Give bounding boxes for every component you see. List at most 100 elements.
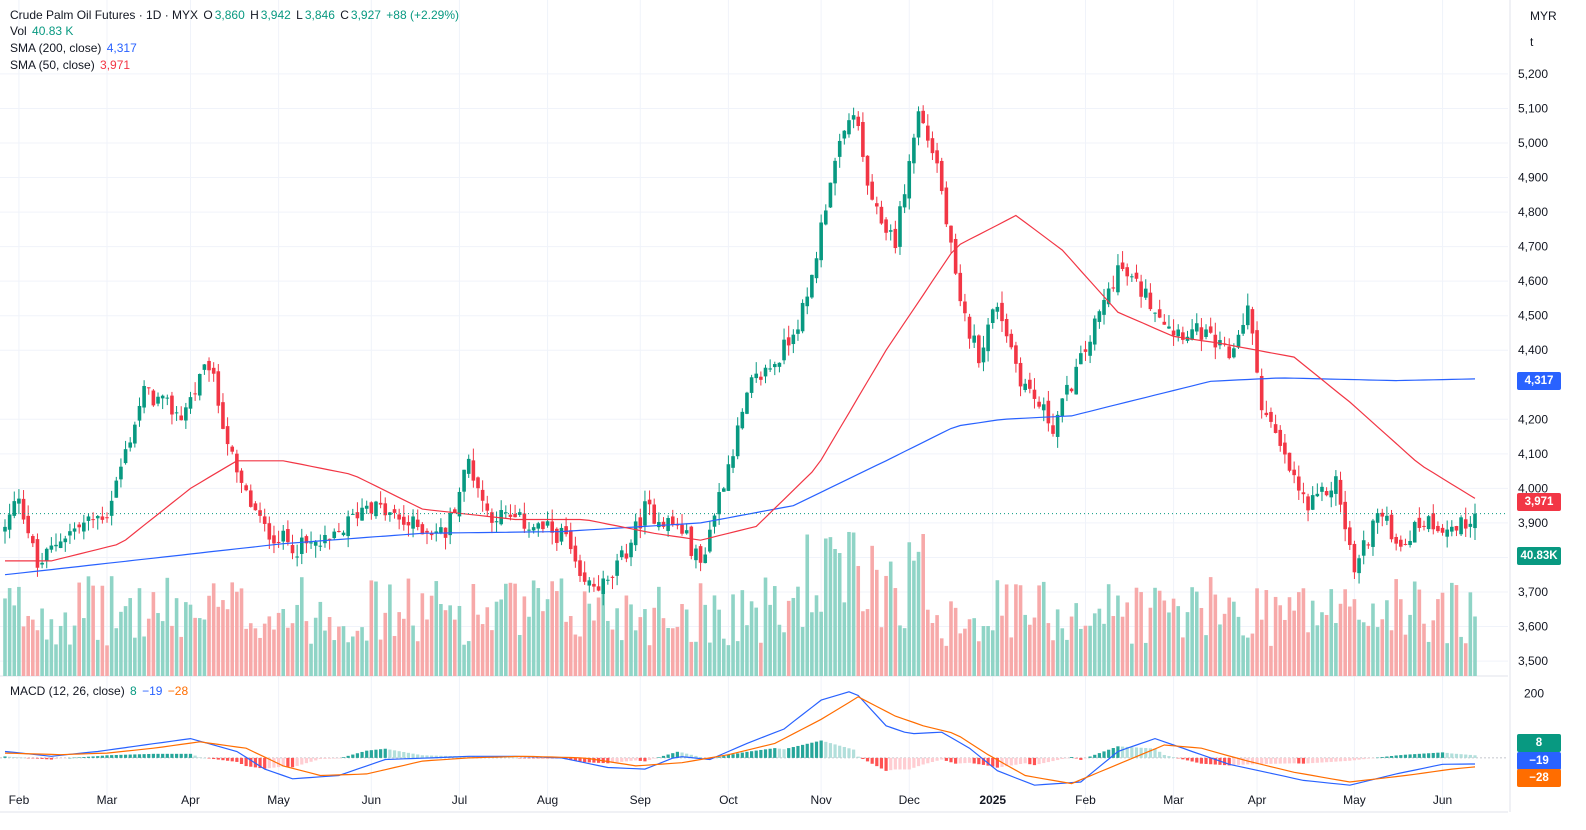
- macd-line-badge: −19: [1517, 752, 1561, 770]
- macd-histogram-bar: [689, 754, 693, 758]
- volume-bar: [165, 577, 170, 676]
- symbol-name[interactable]: Crude Palm Oil Futures · 1D · MYX: [10, 8, 199, 22]
- macd-histogram-bar: [1376, 757, 1380, 759]
- macd-histogram-bar: [323, 757, 327, 759]
- macd-legend[interactable]: MACD (12, 26, close) 8 −19 −28: [10, 683, 190, 699]
- volume-bar: [1213, 594, 1218, 676]
- candle-body: [740, 411, 745, 429]
- macd-histogram-bar: [1417, 753, 1421, 758]
- volume-bar: [202, 619, 207, 676]
- candle-body: [935, 150, 939, 164]
- volume-bar: [1408, 614, 1412, 676]
- volume-bar: [949, 601, 953, 676]
- time-tick-label: 2025: [979, 793, 1006, 807]
- macd-histogram-bar: [518, 757, 522, 759]
- volume-value: 40.83 K: [32, 24, 74, 38]
- macd-histogram-bar: [963, 757, 967, 764]
- candle-body: [1092, 318, 1097, 345]
- volume-legend[interactable]: Vol 40.83 K: [10, 23, 75, 39]
- candle-body: [476, 477, 480, 489]
- macd-histogram-bar: [1028, 757, 1032, 765]
- volume-bar: [82, 618, 86, 676]
- macd-histogram-bar: [96, 756, 100, 758]
- candle-body: [582, 572, 587, 582]
- macd-histogram-bar: [1264, 757, 1268, 764]
- volume-bar: [1111, 616, 1116, 676]
- volume-bar: [1171, 598, 1176, 676]
- candle-body: [972, 335, 976, 343]
- macd-histogram-bar: [903, 757, 907, 770]
- macd-histogram-bar: [309, 757, 313, 762]
- candle-body: [745, 392, 749, 414]
- volume-bar: [490, 630, 494, 676]
- price-tick-label: 5,000: [1518, 136, 1548, 150]
- volume-bar: [44, 639, 49, 676]
- volume-bar: [1283, 619, 1287, 676]
- candle-body: [670, 516, 675, 525]
- candle-body: [221, 402, 225, 429]
- volume-bar: [513, 583, 517, 676]
- unit-label[interactable]: t: [1530, 35, 1534, 49]
- candle-body: [1320, 486, 1324, 492]
- candle-body: [439, 527, 443, 534]
- macd-histogram-bar: [1190, 757, 1194, 762]
- volume-bar: [1018, 585, 1023, 676]
- volume-bar: [517, 634, 522, 676]
- macd-histogram-bar: [397, 751, 401, 758]
- volume-bar: [810, 612, 814, 676]
- volume-bar: [12, 605, 17, 676]
- candle-body: [977, 335, 981, 364]
- macd-histogram-bar: [875, 757, 879, 767]
- candle-body: [490, 512, 494, 523]
- sma200-legend[interactable]: SMA (200, close) 4,317: [10, 40, 139, 56]
- volume-bar: [466, 641, 471, 676]
- candle-body: [1171, 330, 1176, 336]
- macd-histogram-bar: [940, 757, 944, 760]
- currency-label[interactable]: MYR: [1530, 9, 1557, 23]
- candle-body: [652, 504, 657, 524]
- candle-body: [31, 536, 35, 544]
- volume-bar: [323, 630, 327, 676]
- volume-bar: [1074, 603, 1078, 676]
- candle-body: [768, 368, 772, 370]
- candle-body: [411, 516, 415, 529]
- macd-histogram-bar: [3, 756, 7, 758]
- candle-body: [1245, 305, 1250, 326]
- price-tick-label: 4,700: [1518, 240, 1548, 254]
- volume-bar: [601, 592, 606, 676]
- candle-body: [689, 526, 694, 556]
- candle-body: [1139, 281, 1143, 297]
- sma50-legend[interactable]: SMA (50, close) 3,971: [10, 57, 132, 73]
- candle-body: [207, 360, 211, 371]
- volume-bar: [504, 583, 508, 676]
- macd-histogram-bar: [958, 757, 962, 764]
- price-tick-label: 4,100: [1518, 447, 1548, 461]
- candle-body: [1301, 492, 1306, 495]
- macd-histogram-bar: [263, 757, 267, 769]
- macd-histogram-bar: [1273, 757, 1278, 764]
- macd-histogram-bar: [1102, 751, 1106, 758]
- volume-bar: [295, 604, 299, 676]
- candle-body: [698, 546, 703, 563]
- candle-body: [82, 522, 86, 532]
- candle-body: [1250, 309, 1255, 334]
- candle-body: [596, 586, 601, 591]
- macd-histogram-bar: [1227, 757, 1231, 766]
- macd-signal-line: [4, 696, 1476, 785]
- volume-bar: [1139, 592, 1143, 676]
- candle-body: [1408, 540, 1412, 546]
- macd-histogram-bar: [365, 750, 369, 758]
- candle-body: [1412, 521, 1417, 543]
- candle-body: [504, 512, 508, 514]
- candle-body: [1241, 324, 1245, 334]
- volume-bar: [1143, 642, 1148, 676]
- macd-histogram-bar: [536, 757, 540, 759]
- macd-histogram-bar: [1037, 757, 1041, 765]
- macd-histogram-bar: [1454, 753, 1459, 758]
- macd-histogram-bar: [1394, 755, 1398, 758]
- macd-histogram-bar: [717, 757, 721, 758]
- macd-histogram-bar: [944, 757, 948, 761]
- sma200-badge: 4,317: [1517, 372, 1561, 390]
- volume-bar: [1255, 588, 1259, 676]
